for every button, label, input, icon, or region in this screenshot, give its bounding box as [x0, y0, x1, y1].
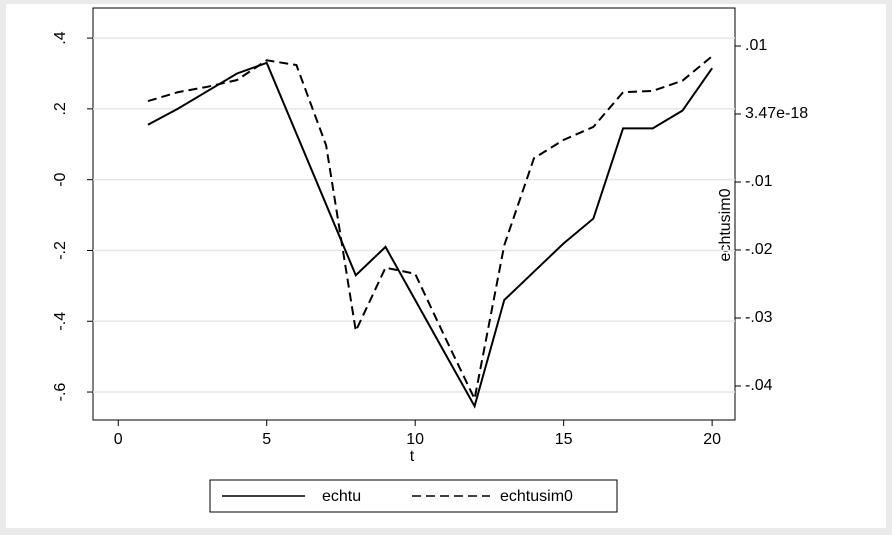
y2-tick-label: -.03 — [745, 309, 773, 326]
series-line — [147, 61, 713, 409]
series-line — [147, 55, 713, 403]
y2-tick-label: .01 — [745, 37, 767, 54]
y-tick-label: .4 — [52, 31, 69, 44]
y-tick-label: -.2 — [52, 241, 69, 260]
y2-axis-label: echtusim0 — [717, 188, 734, 261]
y-tick-label: -.6 — [52, 383, 69, 402]
x-tick-label: 0 — [114, 431, 123, 448]
y2-tick-label: 3.47e-18 — [745, 105, 808, 122]
legend-label: echtusim0 — [500, 488, 573, 505]
y2-tick-label: -.04 — [745, 377, 773, 394]
y2-tick-label: -.02 — [745, 241, 773, 258]
y2-tick-label: -.01 — [745, 173, 773, 190]
x-axis-label: t — [410, 448, 415, 465]
x-tick-label: 5 — [262, 431, 271, 448]
plot-frame — [92, 7, 736, 421]
y-tick-label: -.4 — [52, 312, 69, 331]
y-tick-label: .2 — [52, 102, 69, 115]
legend-label: echtu — [322, 488, 361, 505]
y-tick-label: -0 — [52, 172, 69, 186]
x-tick-label: 20 — [703, 431, 721, 448]
x-tick-label: 10 — [406, 431, 424, 448]
x-tick-label: 15 — [555, 431, 573, 448]
